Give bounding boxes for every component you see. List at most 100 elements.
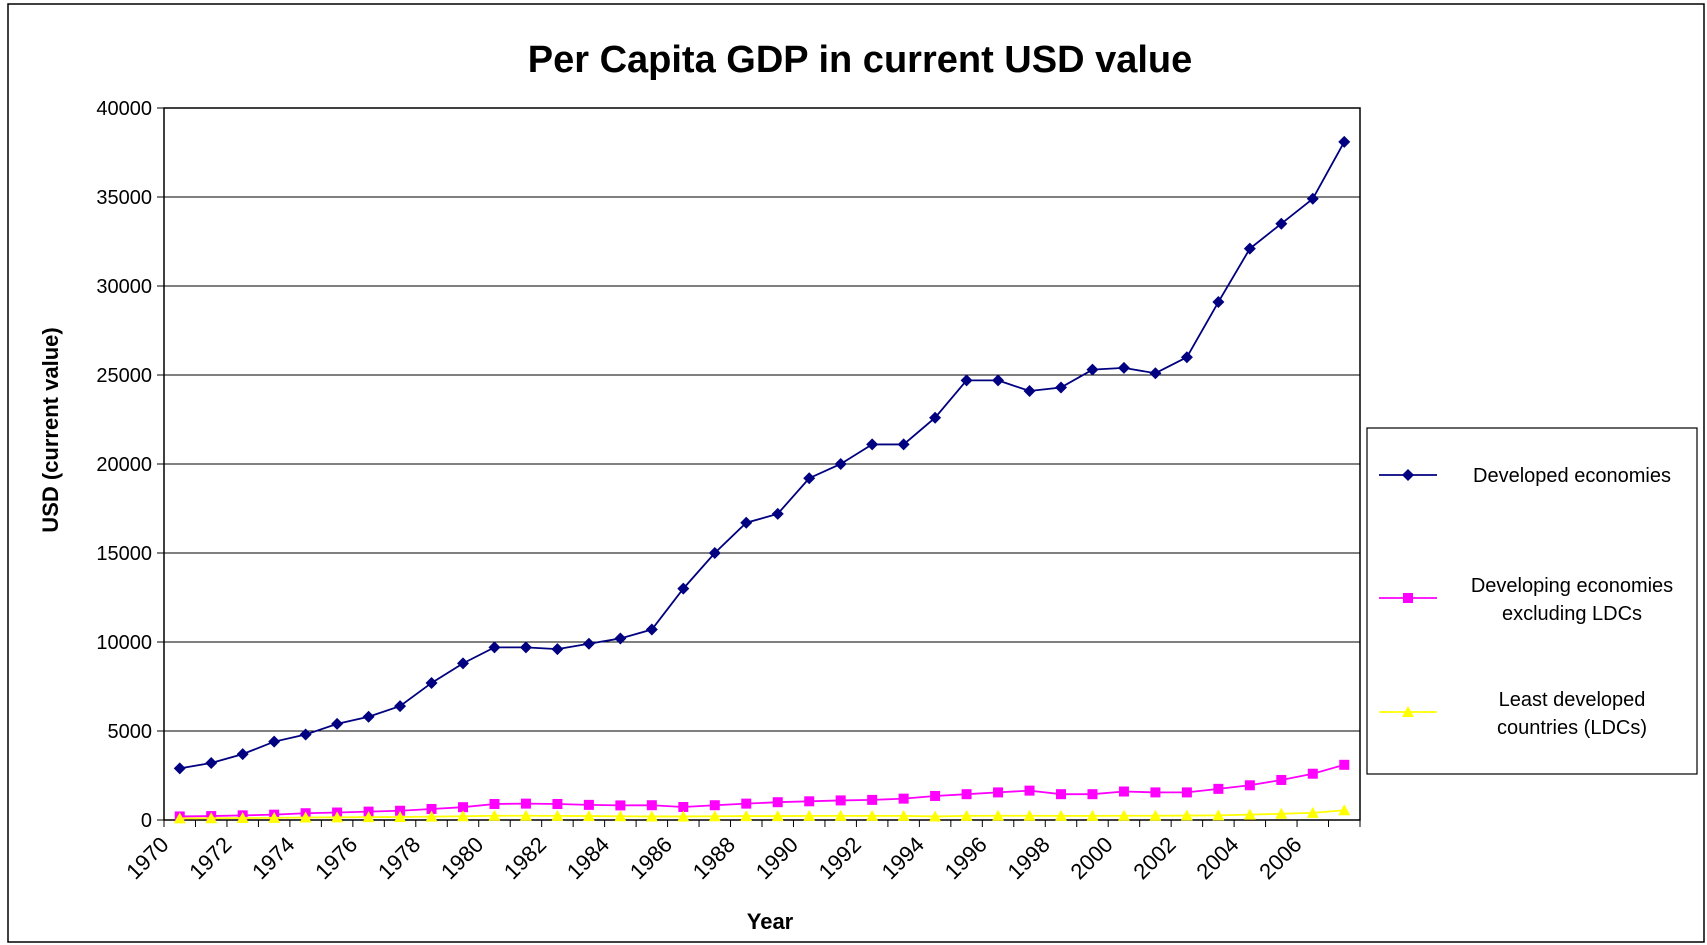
data-point [1212,296,1225,309]
data-point [425,810,438,822]
data-point [457,810,469,822]
data-point [299,728,312,741]
data-point [331,717,344,730]
y-tick-label: 35000 [96,187,152,209]
y-tick-label: 25000 [96,365,152,387]
y-tick-label: 0 [141,810,152,832]
data-point [614,810,627,822]
data-point [1213,783,1224,794]
data-point [677,810,690,822]
data-point [1149,809,1162,821]
chart-border [7,3,1705,943]
data-point [519,809,532,821]
data-point [803,809,816,821]
data-point [1275,807,1288,819]
data-point [960,374,973,387]
data-point [205,812,218,824]
data-point [993,787,1004,798]
series-line [179,763,1345,818]
x-axis-title: Year [747,909,794,934]
data-point [1086,809,1099,821]
data-point [740,810,753,822]
data-point [898,793,909,804]
data-point [835,795,846,806]
data-point [741,798,752,809]
data-point [929,411,942,424]
data-point [1149,367,1162,380]
series-3 [173,804,1351,824]
data-point [1087,789,1098,800]
data-point [1338,135,1351,148]
data-point [1023,809,1036,821]
data-point [488,641,501,654]
data-point [1244,780,1255,791]
data-point [1243,808,1256,820]
data-point [1117,809,1130,821]
data-point [582,637,595,650]
data-point [425,676,438,689]
data-point [897,438,910,451]
data-point [614,632,627,645]
data-point [582,810,595,822]
legend-marker [1402,706,1414,717]
data-point [1150,787,1161,798]
data-point [173,812,186,824]
data-point [1212,809,1225,821]
legend-marker [1402,469,1414,481]
series-line [179,141,1346,770]
legend-label: Least developed [1499,689,1646,711]
data-point [897,809,910,821]
legend-label: Developed economies [1473,465,1671,487]
data-point [299,811,312,823]
data-point [740,516,753,529]
data-point [1086,363,1099,376]
data-point [488,809,501,821]
data-point [489,798,500,809]
data-point [1024,785,1035,796]
data-point [708,810,721,822]
data-point [1339,759,1350,770]
data-point [866,809,879,821]
data-point [1338,804,1351,816]
data-point [1180,351,1193,364]
data-point [645,810,658,822]
data-point [646,800,657,811]
data-point [457,657,469,670]
legend: Developed economies Developing economies e… [1366,427,1698,775]
legend-label: countries (LDCs) [1497,717,1647,739]
data-point [236,812,249,824]
data-point [1117,361,1130,374]
data-point [394,810,407,822]
data-point [268,811,281,823]
data-point [394,700,407,713]
legend-label: Developing economies [1471,575,1673,597]
legend-marker [1403,593,1413,603]
data-point [1118,786,1129,797]
data-point [520,798,531,809]
data-point [173,762,186,775]
data-point [1307,768,1318,779]
data-point [1056,789,1066,800]
y-tick-label: 5000 [108,721,153,743]
data-point [395,805,406,816]
data-point [1055,809,1067,821]
data-point [645,623,658,636]
data-point [1275,217,1288,230]
data-point [331,811,344,823]
data-point [677,582,690,595]
data-point [771,810,784,822]
data-point [709,800,720,811]
data-point [834,458,847,470]
data-point [929,810,942,822]
data-point [804,796,815,807]
data-point [362,710,375,723]
data-point [615,800,626,811]
data-point [678,802,689,813]
data-point [1243,242,1256,255]
legend-label: excluding LDCs [1502,603,1642,625]
data-point [866,438,879,451]
y-tick-label: 15000 [96,543,152,565]
data-point [519,641,532,654]
series-line [179,809,1345,820]
legend-entry: Developed economies [1379,465,1671,487]
